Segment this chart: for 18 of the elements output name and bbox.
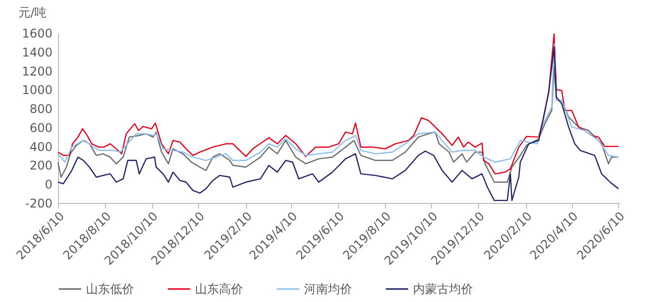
y-tick-label: 1000 — [22, 83, 52, 98]
y-axis-title: 元/吨 — [18, 6, 47, 20]
line-series — [57, 43, 620, 163]
legend-label: 山东低价 — [86, 282, 134, 296]
y-tick-label: 800 — [30, 102, 52, 116]
y-tick-label: 600 — [30, 120, 52, 135]
legend-label: 山东高价 — [195, 282, 243, 296]
y-tick-label: -200 — [25, 196, 52, 210]
y-tick-label: 400 — [30, 140, 52, 154]
legend-label: 河南均价 — [304, 282, 352, 296]
y-tick-label: 1400 — [22, 45, 52, 60]
y-tick-label: 1200 — [22, 64, 52, 78]
line-series — [57, 46, 620, 202]
y-tick-label: 0 — [44, 178, 52, 192]
legend-label: 内蒙古均价 — [413, 282, 473, 296]
y-tick-label: 200 — [30, 158, 52, 173]
line-series — [57, 33, 620, 174]
y-tick-label: 1600 — [22, 26, 52, 40]
